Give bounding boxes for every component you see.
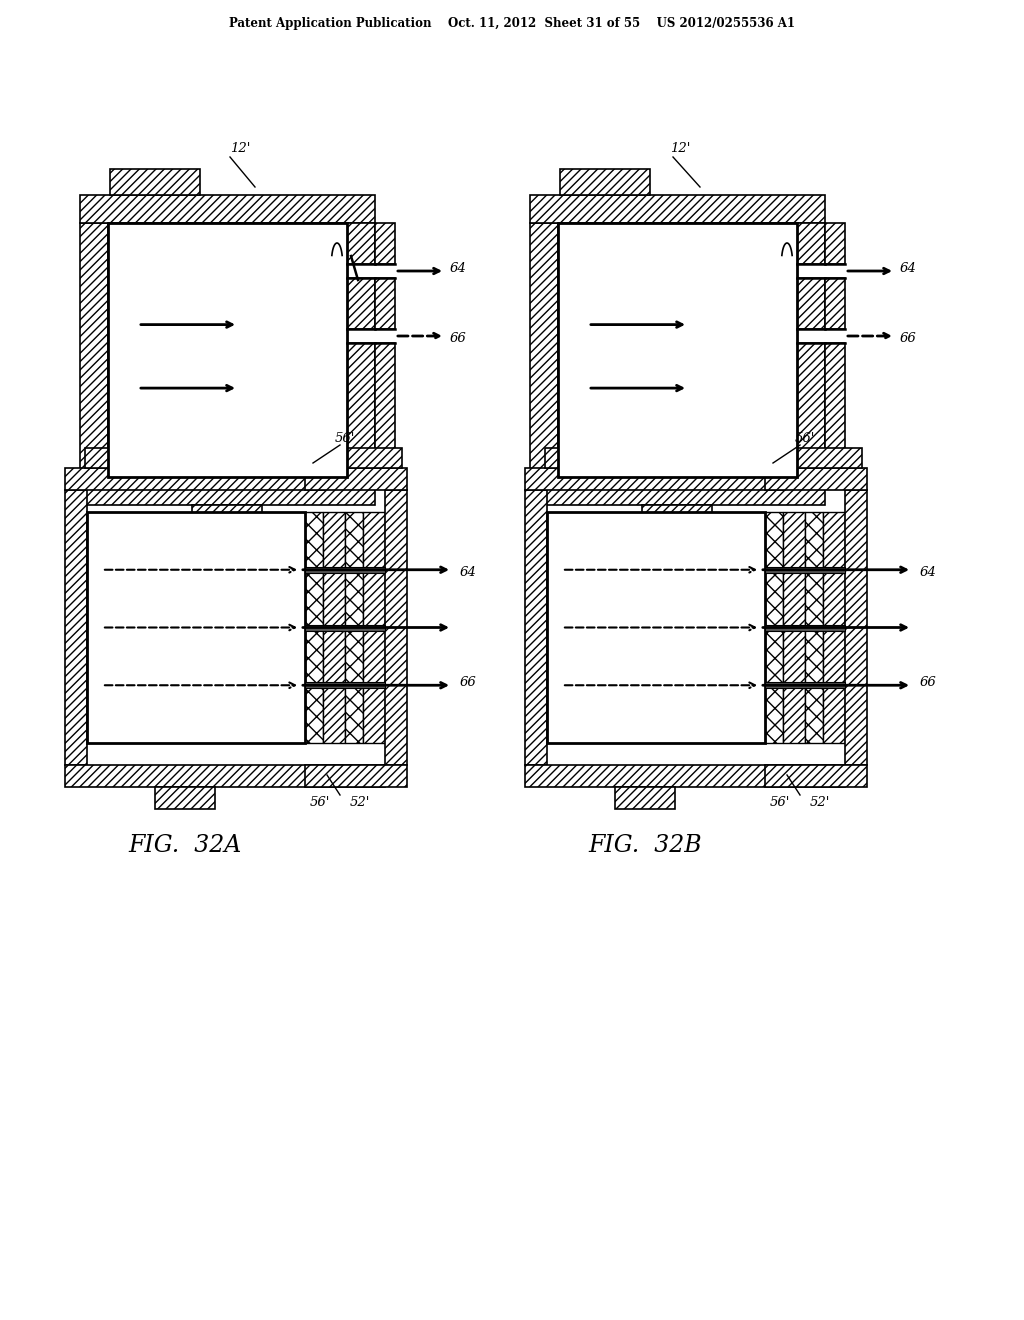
Text: 56': 56' — [310, 796, 331, 809]
Text: 64: 64 — [920, 566, 937, 579]
Bar — [823, 512, 845, 743]
Bar — [108, 223, 347, 477]
Bar — [615, 787, 675, 809]
Text: 12': 12' — [230, 143, 251, 156]
Bar — [770, 447, 862, 469]
Bar — [375, 223, 395, 264]
Bar — [825, 223, 845, 264]
Bar — [825, 343, 845, 477]
Bar — [305, 512, 323, 743]
Bar — [525, 490, 547, 766]
Bar — [375, 279, 395, 329]
Bar — [525, 469, 785, 490]
Bar — [525, 766, 845, 787]
Bar — [765, 566, 845, 573]
Text: 64: 64 — [450, 261, 467, 275]
Bar — [85, 447, 140, 469]
Bar — [65, 766, 385, 787]
Bar — [845, 490, 867, 766]
Bar — [305, 682, 385, 688]
Bar — [797, 343, 825, 477]
Bar — [385, 490, 407, 766]
Text: FIG.  32A: FIG. 32A — [128, 833, 242, 857]
Bar — [347, 279, 375, 329]
Bar — [547, 512, 765, 743]
Bar — [765, 469, 867, 490]
Text: 64: 64 — [900, 261, 916, 275]
Bar — [80, 477, 375, 506]
Bar — [530, 477, 825, 506]
Bar — [765, 512, 783, 743]
Bar — [305, 469, 407, 490]
Text: 52': 52' — [350, 796, 371, 809]
Bar — [375, 343, 395, 477]
Bar — [765, 624, 845, 631]
Bar — [545, 447, 600, 469]
Text: FIG.  32B: FIG. 32B — [588, 833, 701, 857]
Bar — [305, 766, 407, 787]
Bar — [65, 469, 325, 490]
Text: 56': 56' — [335, 432, 355, 445]
Text: 56': 56' — [770, 796, 791, 809]
Bar — [560, 169, 650, 195]
Bar — [80, 223, 108, 477]
Text: FIG.  31A: FIG. 31A — [171, 564, 284, 586]
Bar — [362, 512, 385, 743]
Text: 52': 52' — [810, 796, 830, 809]
Bar — [110, 169, 200, 195]
Bar — [783, 512, 805, 743]
Bar — [765, 682, 845, 688]
Text: 12': 12' — [670, 143, 690, 156]
Bar — [765, 766, 867, 787]
Bar — [797, 223, 825, 264]
Bar — [323, 512, 345, 743]
Text: 66: 66 — [920, 676, 937, 689]
Bar — [65, 490, 87, 766]
Text: 66: 66 — [460, 676, 477, 689]
Text: Patent Application Publication    Oct. 11, 2012  Sheet 31 of 55    US 2012/02555: Patent Application Publication Oct. 11, … — [229, 16, 795, 29]
Bar — [305, 624, 385, 631]
Bar — [558, 223, 797, 477]
Text: FIG.  31B: FIG. 31B — [621, 564, 734, 586]
Text: 66: 66 — [900, 333, 916, 346]
Bar — [530, 195, 825, 223]
Bar — [305, 566, 385, 573]
Bar — [825, 279, 845, 329]
Bar — [642, 506, 712, 533]
Text: 64: 64 — [460, 566, 477, 579]
Bar — [347, 223, 375, 264]
Text: 56': 56' — [795, 432, 815, 445]
Bar — [530, 223, 558, 477]
Bar — [797, 279, 825, 329]
Bar — [347, 343, 375, 477]
Bar — [87, 512, 305, 743]
Bar — [345, 512, 362, 743]
Bar — [310, 447, 402, 469]
Bar — [805, 512, 823, 743]
Bar — [193, 506, 262, 533]
Bar — [155, 787, 215, 809]
Text: 66: 66 — [450, 333, 467, 346]
Bar — [80, 195, 375, 223]
